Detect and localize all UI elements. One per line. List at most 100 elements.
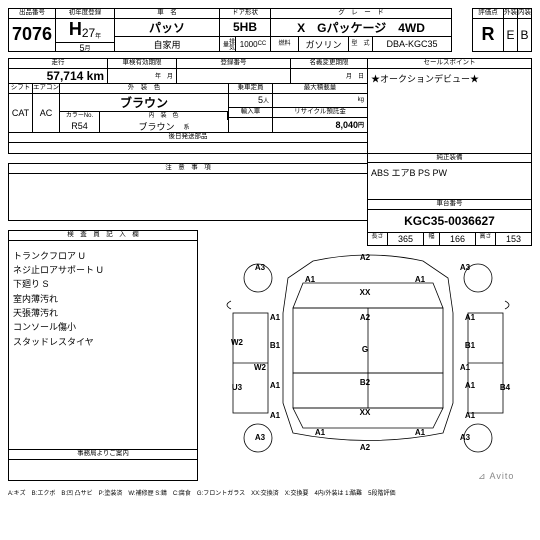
ac: AC <box>33 94 59 133</box>
inspect-box: 車検有効期限 年 月 <box>107 58 177 84</box>
notes-label: 注 意 事 項 <box>9 164 367 174</box>
car-name-box: 車 名 パッソ 自家用 <box>114 8 220 52</box>
sales-box: セールスポイント ★オークションデビュー★ 純正装備 <box>367 58 532 163</box>
inspector-box: 検 査 員 記 入 欄 トランクフロア Uネジ止ロアサポート U下廻り S室内薄… <box>8 230 198 450</box>
ac-box: エアコン AC <box>32 83 60 133</box>
shift: CAT <box>9 94 32 133</box>
w-label: 幅 <box>424 233 440 245</box>
seats-unit: 人 <box>263 96 269 105</box>
year-suffix: 年 <box>95 31 101 40</box>
inspect-y: 年 <box>155 71 161 80</box>
change-box: 名義変更期限 月 日 <box>290 58 368 84</box>
damage-code: A1 <box>460 411 480 420</box>
ac-label: エアコン <box>33 84 59 94</box>
color-no-label: カラーNo. <box>60 112 100 120</box>
recycle: 8,040 <box>335 120 358 130</box>
inspector-note: スタッドレスタイヤ <box>13 335 193 349</box>
damage-code: A1 <box>455 363 475 372</box>
damage-code: A1 <box>300 275 320 284</box>
height: 153 <box>496 233 531 245</box>
fuel-label: 燃料 <box>271 37 299 51</box>
recycle-box: リサイクル預託金 8,040円 <box>272 107 368 133</box>
inspector-note: コンソール傷小 <box>13 320 193 334</box>
ext-color-label: 外 装 色 <box>60 84 228 94</box>
import-label: 輸入車 <box>229 108 272 118</box>
int-score-box: 内装 B <box>517 8 532 52</box>
displacement: 1000 <box>240 40 258 49</box>
grade-label: グ レ ー ド <box>271 9 451 19</box>
damage-code: XX <box>355 288 375 297</box>
gap <box>452 8 472 52</box>
score-label: 評価点 <box>473 9 503 19</box>
chassis-box: 車台番号 KGC35-0036627 <box>367 199 532 233</box>
damage-code: G <box>355 345 375 354</box>
equipment: ABS エアB PS PW <box>371 166 528 179</box>
watermark: ⊿ Avito <box>478 471 514 482</box>
mileage-box: 走行 57,714 km <box>8 58 108 84</box>
model-label: 型 式 <box>349 37 373 51</box>
equip-box: ABS エアB PS PW <box>367 162 532 200</box>
ext-color: ブラウン <box>60 94 228 112</box>
door-shape: 5HB <box>220 19 270 38</box>
car-name: パッソ <box>115 19 219 38</box>
change-m: 月 <box>346 71 352 80</box>
chassis-label: 車台番号 <box>368 200 531 210</box>
mileage-label: 走行 <box>9 59 107 69</box>
inspector-note: 下廻り S <box>13 277 193 291</box>
width: 166 <box>440 233 476 245</box>
l-label: 長さ <box>368 233 388 245</box>
mileage: 57,714 km <box>9 69 107 84</box>
ext-score: E <box>504 19 517 52</box>
length: 365 <box>388 233 424 245</box>
damage-code: XX <box>355 408 375 417</box>
damage-code: W2 <box>250 363 270 372</box>
damage-code: A3 <box>455 433 475 442</box>
recycle-unit: 円 <box>358 120 364 129</box>
int-label: 内装 <box>518 9 531 19</box>
inspect-m: 月 <box>167 71 173 80</box>
inspector-note: 天張薄汚れ <box>13 306 193 320</box>
lot-box: 出品番号 7076 <box>8 8 56 52</box>
seats-box: 乗車定員 5人 <box>228 83 273 108</box>
disp-unit: CC <box>258 41 267 47</box>
chassis-number: KGC35-0036627 <box>368 210 531 233</box>
equip-label: 純正装備 <box>368 153 531 163</box>
legend: A:キズ B:エクボ B:凹 凸サビ P:塗装済 W:補修歴 S:錆 C:腐食 … <box>8 488 532 497</box>
int-color: ブラウン <box>138 120 174 133</box>
first-reg-box: 初年度登録 H 27 年 5 月 <box>55 8 115 52</box>
inspector-note: 室内薄汚れ <box>13 292 193 306</box>
change-d: 日 <box>358 71 364 80</box>
recycle-label: リサイクル預託金 <box>273 108 367 118</box>
score: R <box>473 19 503 52</box>
year: 27 <box>82 26 95 40</box>
sales-label: セールスポイント <box>368 59 531 69</box>
damage-code: A1 <box>310 428 330 437</box>
damage-code: A2 <box>355 313 375 322</box>
damage-code: W2 <box>227 338 247 347</box>
damage-code: A1 <box>410 428 430 437</box>
damage-code: B1 <box>265 341 285 350</box>
grade: X Gパッケージ 4WD <box>271 19 451 38</box>
sales-point: ★オークションデビュー★ <box>368 69 531 88</box>
door-box: ドア形状 5HB 排気量 1000CC <box>219 8 271 52</box>
damage-code: A1 <box>410 275 430 284</box>
office-box: 事務局よりご案内 <box>8 449 198 481</box>
int-color-suffix: 系 <box>184 122 190 131</box>
lot-label: 出品番号 <box>9 9 55 19</box>
damage-code: B4 <box>495 383 515 392</box>
int-score: B <box>518 19 531 52</box>
inspector-label: 検 査 員 記 入 欄 <box>9 231 197 241</box>
damage-code: A3 <box>455 263 475 272</box>
car-use: 自家用 <box>115 37 219 51</box>
damage-code: A2 <box>355 443 375 452</box>
weight-box: 最大積載量 kg <box>272 83 368 108</box>
shift-box: シフト CAT <box>8 83 33 133</box>
inspector-note: ネジ止ロアサポート U <box>13 263 193 277</box>
damage-code: B1 <box>460 341 480 350</box>
late-box: 後日発送部品 <box>8 132 368 154</box>
car-diagram: A2A3A3A1A1XXA1A1A2GW2B1B1W2A1U3A1A1B4B2X… <box>203 253 533 453</box>
reg-value <box>177 69 290 84</box>
import-box: 輸入車 <box>228 107 273 133</box>
dims-box: 長さ 365 幅 166 高さ 153 <box>367 232 532 246</box>
grade-box: グ レ ー ド X Gパッケージ 4WD 燃料 ガソリン 型 式 DBA-KGC… <box>270 8 452 52</box>
